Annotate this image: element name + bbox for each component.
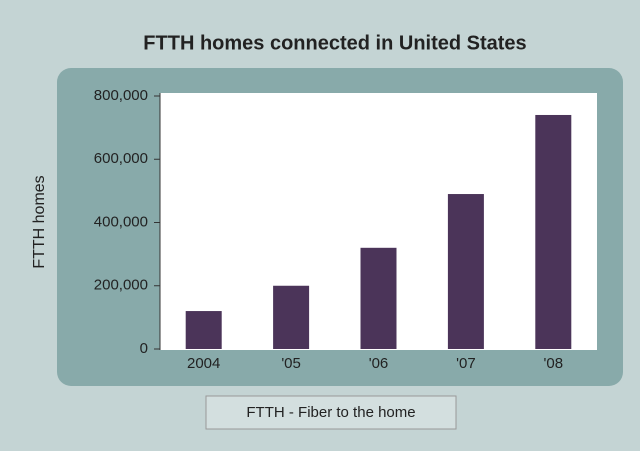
bar xyxy=(447,194,484,349)
note: FTTH - Fiber to the home xyxy=(246,404,415,421)
bar xyxy=(185,311,222,349)
bar xyxy=(273,285,310,349)
y-axis-label: FTTH homes xyxy=(31,175,48,268)
x-tick-label: '05 xyxy=(281,355,301,372)
x-tick-label: '08 xyxy=(544,355,564,372)
x-tick-label: '07 xyxy=(456,355,476,372)
chart-title: FTTH homes connected in United States xyxy=(143,32,526,54)
x-tick-label: '06 xyxy=(369,355,389,372)
bar xyxy=(535,114,572,349)
y-tick-label: 0 xyxy=(140,340,148,357)
bar xyxy=(360,247,397,349)
x-tick-label: 2004 xyxy=(187,355,220,372)
y-tick-label: 600,000 xyxy=(94,150,148,167)
y-tick-label: 200,000 xyxy=(94,277,148,294)
y-tick-label: 800,000 xyxy=(94,87,148,104)
y-tick-label: 400,000 xyxy=(94,213,148,230)
legend-box xyxy=(205,395,457,430)
